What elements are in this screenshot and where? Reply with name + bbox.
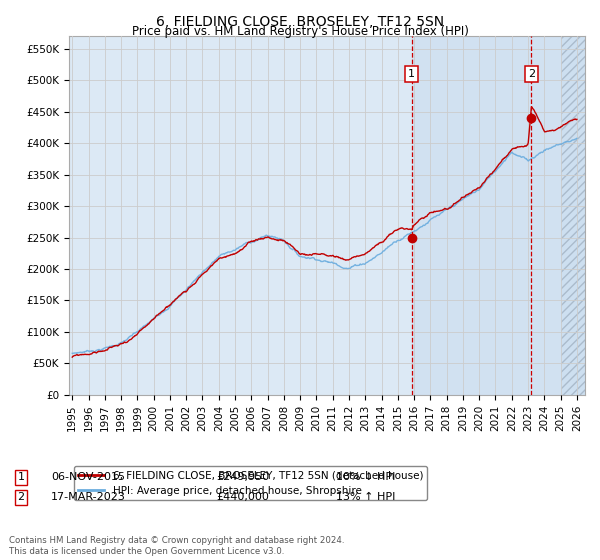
Text: 13% ↑ HPI: 13% ↑ HPI	[336, 492, 395, 502]
Text: 2: 2	[17, 492, 25, 502]
Text: 6, FIELDING CLOSE, BROSELEY, TF12 5SN: 6, FIELDING CLOSE, BROSELEY, TF12 5SN	[156, 15, 444, 29]
Text: 17-MAR-2023: 17-MAR-2023	[51, 492, 126, 502]
Text: £249,950: £249,950	[216, 472, 269, 482]
Text: Price paid vs. HM Land Registry's House Price Index (HPI): Price paid vs. HM Land Registry's House …	[131, 25, 469, 38]
Text: 1: 1	[17, 472, 25, 482]
Legend: 6, FIELDING CLOSE, BROSELEY, TF12 5SN (detached house), HPI: Average price, deta: 6, FIELDING CLOSE, BROSELEY, TF12 5SN (d…	[74, 466, 427, 500]
Text: £440,000: £440,000	[216, 492, 269, 502]
Text: 1: 1	[408, 69, 415, 79]
Bar	[560, 36, 585, 395]
Text: 2: 2	[528, 69, 535, 79]
Text: Contains HM Land Registry data © Crown copyright and database right 2024.
This d: Contains HM Land Registry data © Crown c…	[9, 536, 344, 556]
Text: 06-NOV-2015: 06-NOV-2015	[51, 472, 125, 482]
Text: 10% ↓ HPI: 10% ↓ HPI	[336, 472, 395, 482]
Bar	[412, 36, 560, 395]
